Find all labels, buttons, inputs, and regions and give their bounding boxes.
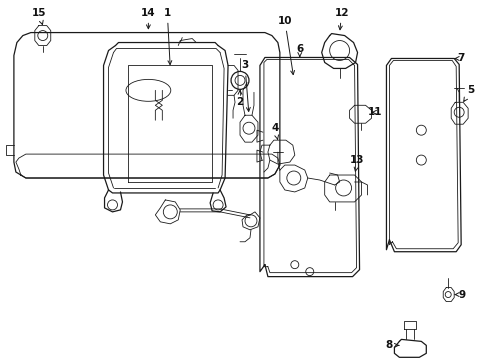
Text: 9: 9: [454, 289, 465, 300]
Text: 15: 15: [32, 8, 46, 24]
Text: 11: 11: [367, 107, 382, 117]
Text: 2: 2: [236, 90, 243, 107]
Text: 13: 13: [349, 155, 364, 171]
Text: 1: 1: [163, 8, 171, 64]
Text: 14: 14: [141, 8, 155, 29]
Text: 10: 10: [277, 15, 294, 75]
Text: 8: 8: [385, 340, 398, 350]
Text: 5: 5: [463, 85, 474, 102]
Text: 6: 6: [296, 44, 303, 57]
Text: 7: 7: [454, 54, 464, 63]
Text: 4: 4: [271, 123, 278, 139]
Text: 12: 12: [334, 8, 348, 30]
Text: 3: 3: [241, 60, 250, 111]
